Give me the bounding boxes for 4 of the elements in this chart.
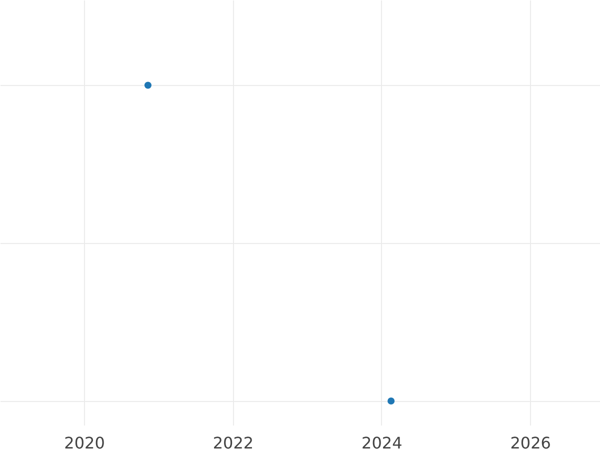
x-tick-label: 2026 bbox=[510, 434, 551, 450]
x-tick-label: 2024 bbox=[362, 434, 402, 450]
x-tick-label: 2020 bbox=[64, 434, 105, 450]
x-tick-label: 2022 bbox=[212, 434, 254, 450]
